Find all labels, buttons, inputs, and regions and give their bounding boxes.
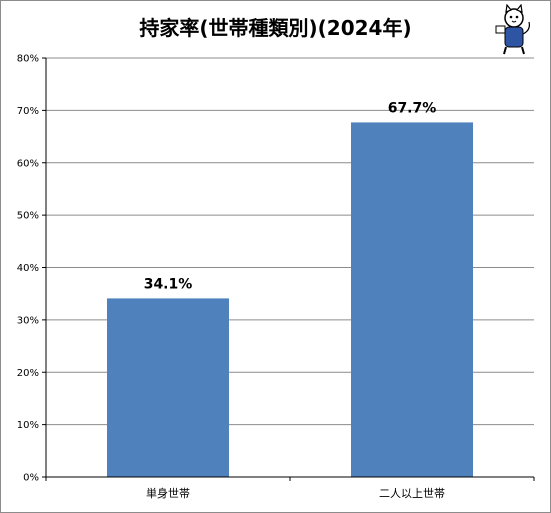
cat-mascot-icon bbox=[495, 4, 530, 55]
data-label: 34.1% bbox=[144, 276, 193, 292]
x-tick-label: 単身世帯 bbox=[146, 486, 190, 500]
y-tick-label: 80% bbox=[17, 54, 39, 65]
y-tick-label: 0% bbox=[23, 473, 39, 484]
bar-1 bbox=[107, 298, 229, 477]
x-tick-label: 二人以上世帯 bbox=[379, 487, 445, 500]
chart-title: 持家率(世帯種類別)(2024年) bbox=[139, 16, 412, 40]
data-label: 67.7% bbox=[388, 100, 437, 116]
y-tick-label: 50% bbox=[17, 211, 39, 222]
y-tick-label: 60% bbox=[17, 158, 39, 169]
y-tick-label: 70% bbox=[17, 106, 39, 117]
y-tick-label: 30% bbox=[17, 315, 39, 326]
bar-2 bbox=[351, 122, 473, 477]
y-tick-label: 10% bbox=[17, 420, 39, 431]
y-tick-label: 20% bbox=[17, 368, 39, 379]
y-tick-label: 40% bbox=[17, 263, 39, 274]
